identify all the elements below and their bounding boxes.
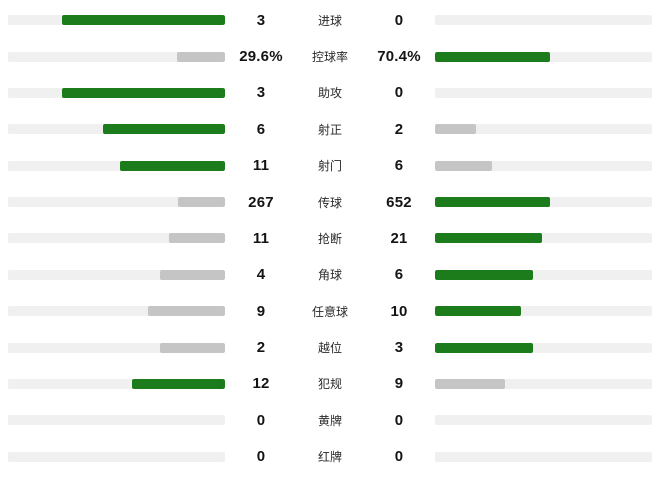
right-bar-track: [435, 233, 652, 244]
left-bar-track: [8, 269, 225, 280]
left-bar: [176, 51, 225, 62]
stat-row: 4 角球 6: [8, 258, 652, 292]
stat-row: 12 犯规 9: [8, 367, 652, 401]
right-bar-track: [435, 451, 652, 462]
right-bar-track: [435, 306, 652, 317]
left-value: 12: [252, 375, 270, 393]
right-bar-track: [435, 51, 652, 62]
left-bar-track: [8, 197, 225, 208]
right-bar-track: [435, 197, 652, 208]
right-bar-track: [435, 415, 652, 426]
stat-label: 射门: [317, 159, 342, 174]
left-bar-track: [8, 342, 225, 353]
left-bar: [62, 87, 225, 98]
left-bar: [147, 306, 225, 317]
stat-label: 角球: [317, 268, 342, 283]
right-value: 0: [394, 11, 404, 29]
left-value: 4: [256, 266, 266, 284]
left-bar-track: [8, 15, 225, 26]
left-bar: [159, 269, 225, 280]
right-value: 0: [394, 411, 404, 429]
stat-row: 9 任意球 10: [8, 294, 652, 328]
stat-label: 越位: [317, 341, 342, 356]
left-bar: [132, 378, 225, 389]
left-bar-track: [8, 378, 225, 389]
stat-row: 6 射正 2: [8, 112, 652, 146]
stat-label: 控球率: [311, 50, 348, 65]
left-value: 3: [256, 84, 266, 102]
left-value: 9: [256, 302, 266, 320]
stat-row: 29.6% 控球率 70.4%: [8, 40, 652, 74]
right-bar-track: [435, 124, 652, 135]
right-bar: [435, 160, 493, 171]
left-value: 11: [252, 229, 270, 247]
left-bar-track: [8, 160, 225, 171]
stat-row: 0 黄牌 0: [8, 403, 652, 437]
left-bar: [159, 342, 225, 353]
left-bar-track: [8, 51, 225, 62]
left-value: 3: [256, 11, 266, 29]
left-value: 11: [252, 157, 270, 175]
right-bar: [435, 124, 476, 135]
stat-label: 抢断: [317, 231, 342, 246]
right-value: 70.4%: [377, 48, 421, 66]
stat-row: 267 传球 652: [8, 185, 652, 219]
right-bar: [435, 233, 542, 244]
right-value: 6: [394, 266, 404, 284]
left-bar-track: [8, 306, 225, 317]
right-bar: [435, 378, 505, 389]
left-value: 0: [256, 448, 266, 466]
stat-label: 犯规: [317, 377, 342, 392]
left-bar: [119, 160, 225, 171]
stat-row: 3 助攻 0: [8, 76, 652, 110]
stat-label: 任意球: [311, 304, 348, 319]
stat-row: 2 越位 3: [8, 331, 652, 365]
left-bar-track: [8, 415, 225, 426]
left-value: 29.6%: [239, 48, 283, 66]
right-value: 0: [394, 84, 404, 102]
right-value: 21: [390, 229, 408, 247]
right-bar-track: [435, 269, 652, 280]
left-value: 6: [256, 120, 266, 138]
left-bar: [177, 197, 225, 208]
left-bar: [169, 233, 225, 244]
right-value: 2: [394, 120, 404, 138]
stat-row: 11 射门 6: [8, 149, 652, 183]
right-bar: [435, 306, 521, 317]
right-value: 0: [394, 448, 404, 466]
right-bar: [435, 269, 533, 280]
right-bar-track: [435, 87, 652, 98]
left-bar-track: [8, 124, 225, 135]
right-value: 10: [390, 302, 408, 320]
left-value: 2: [256, 339, 266, 357]
right-value: 6: [394, 157, 404, 175]
stat-label: 黄牌: [317, 413, 342, 428]
right-bar-track: [435, 342, 652, 353]
right-value: 652: [386, 193, 412, 211]
stat-label: 助攻: [317, 86, 342, 101]
left-bar: [102, 124, 225, 135]
stat-row: 0 红牌 0: [8, 440, 652, 474]
right-value: 3: [394, 339, 404, 357]
stat-row: 3 进球 0: [8, 3, 652, 37]
left-bar-track: [8, 233, 225, 244]
right-bar-track: [435, 15, 652, 26]
stat-label: 红牌: [317, 450, 342, 465]
left-value: 0: [256, 411, 266, 429]
stat-label: 传球: [317, 195, 342, 210]
left-value: 267: [248, 193, 274, 211]
stat-label: 射正: [317, 122, 342, 137]
right-bar-track: [435, 160, 652, 171]
stat-label: 进球: [317, 13, 342, 28]
left-bar-track: [8, 451, 225, 462]
right-bar-track: [435, 378, 652, 389]
stat-row: 11 抢断 21: [8, 221, 652, 255]
left-bar-track: [8, 87, 225, 98]
right-bar: [435, 342, 533, 353]
right-bar: [435, 51, 550, 62]
right-value: 9: [394, 375, 404, 393]
right-bar: [435, 197, 551, 208]
left-bar: [62, 15, 225, 26]
